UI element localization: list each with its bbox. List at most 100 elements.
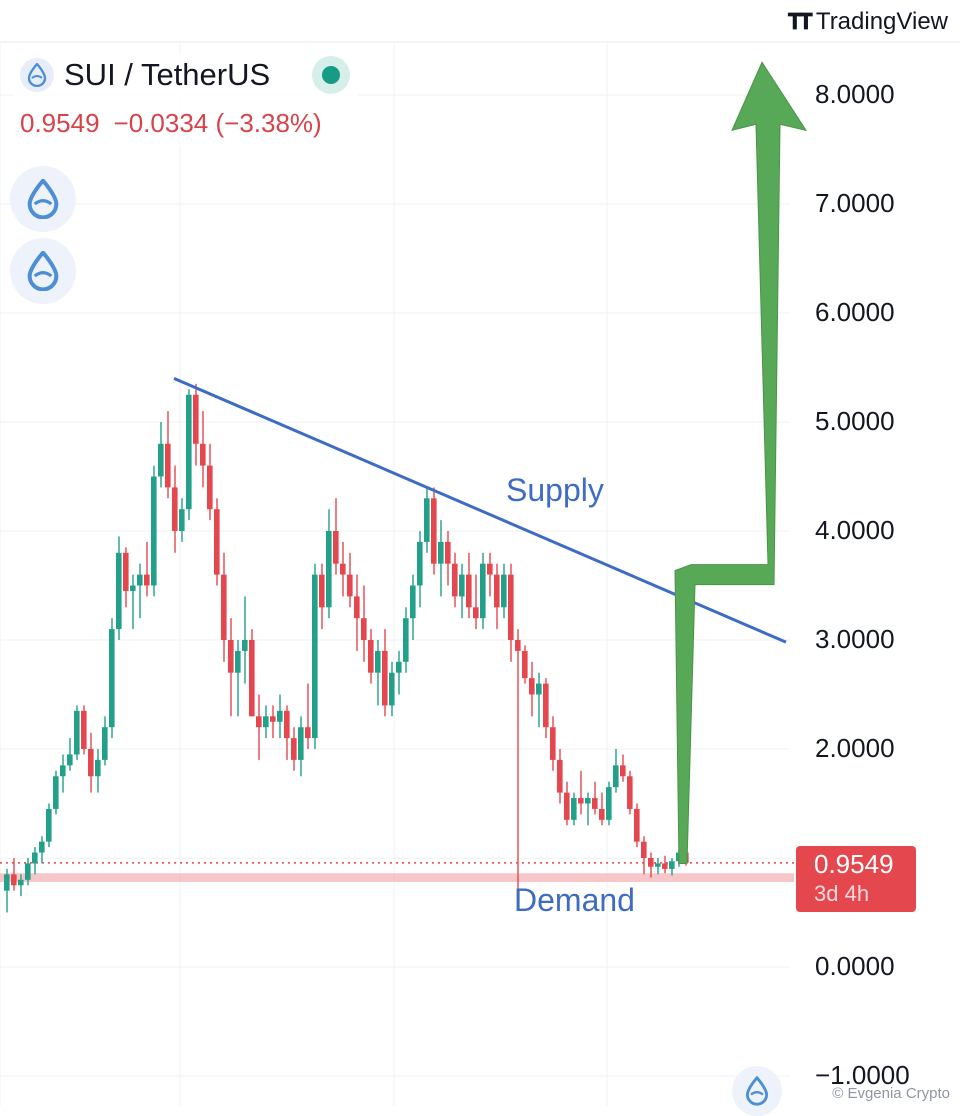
candle-body [298, 727, 304, 760]
candle-body [599, 808, 605, 820]
candle-body [291, 738, 297, 760]
candle-body [242, 640, 248, 651]
tv-logo-icon: 𝐓𝐓 [787, 9, 813, 34]
candle-body [228, 640, 234, 673]
candle-body [158, 443, 164, 477]
candle-body [319, 574, 325, 608]
candle-body [515, 640, 521, 651]
candle-body [312, 574, 318, 739]
last-price-tag: 0.9549 3d 4h [796, 846, 916, 912]
candle-body [39, 841, 45, 853]
candle-body [151, 476, 157, 586]
sui-indicator-icon[interactable] [10, 166, 76, 232]
candle-body [102, 727, 108, 760]
candle-body [53, 776, 59, 809]
candle-body [25, 863, 31, 880]
price-axis-tick: 4.0000 [815, 515, 895, 545]
candle-body [333, 531, 339, 564]
candle-body [60, 765, 66, 777]
last-price: 0.9549 [20, 108, 100, 138]
candle-body [179, 509, 185, 531]
supply-label: Supply [506, 472, 604, 508]
candle-body [578, 798, 584, 804]
candle-body [627, 776, 633, 809]
candle-body [144, 574, 150, 586]
candle-body [382, 650, 388, 706]
candle-body [81, 710, 87, 749]
sui-footer-icon[interactable] [732, 1066, 782, 1116]
price-tag-value: 0.9549 [814, 849, 894, 879]
candle-body [438, 541, 444, 564]
candle-body [431, 498, 437, 564]
candle-body [137, 574, 143, 586]
sui-coin-icon [20, 58, 54, 92]
candle-body [326, 531, 332, 608]
candle-body [193, 394, 199, 444]
candle-body [487, 563, 493, 575]
candle-body [186, 394, 192, 510]
candle-body [375, 650, 381, 673]
candle-body [592, 798, 598, 809]
sui-indicator-icon[interactable] [10, 238, 76, 304]
candle-body [67, 754, 73, 766]
candle-body [557, 759, 563, 793]
candle-body [74, 710, 80, 755]
candle-body [473, 607, 479, 619]
candle-body [109, 629, 115, 728]
candle-body [522, 650, 528, 679]
candle-body [4, 874, 10, 891]
candle-body [18, 879, 24, 886]
candle-body [529, 678, 535, 695]
candle-body [123, 552, 129, 591]
projection-arrow [674, 61, 808, 864]
candle-body [669, 861, 675, 869]
candle-body [207, 465, 213, 510]
price-axis-tick: 6.0000 [815, 297, 895, 327]
candle-body [648, 858, 654, 867]
candle-body [410, 585, 416, 619]
candle-body [662, 863, 668, 869]
candle-body [452, 563, 458, 597]
tradingview-brand[interactable]: 𝐓𝐓 TradingView [788, 8, 948, 36]
candle-body [655, 863, 661, 867]
candle-body [277, 710, 283, 722]
candle-body [249, 640, 255, 717]
candle-body [445, 541, 451, 564]
price-axis-tick: 5.0000 [815, 406, 895, 436]
candle-body [606, 787, 612, 820]
candle-body [459, 574, 465, 597]
price-axis-tick: 0.0000 [815, 951, 895, 981]
candle-body [305, 727, 311, 739]
candle-body [116, 552, 122, 630]
candle-body [585, 798, 591, 804]
candle-body [480, 563, 486, 619]
symbol-legend: SUI / TetherUS 0.9549 −0.0334 (−3.38%) [14, 52, 359, 147]
candle-body [501, 574, 507, 608]
candle-body [613, 765, 619, 788]
author-watermark: © Evgenia Crypto [832, 1085, 950, 1102]
symbol-name[interactable]: SUI / TetherUS [64, 57, 271, 92]
candle-body [172, 487, 178, 531]
candle-body [46, 808, 52, 842]
price-change-pct: (−3.38%) [215, 108, 322, 138]
market-status-icon[interactable] [312, 56, 351, 94]
candle-body [235, 650, 241, 673]
candle-body [284, 710, 290, 739]
candle-body [340, 563, 346, 575]
demand-zone [0, 873, 794, 882]
candle-body [361, 618, 367, 640]
candle-body [466, 574, 472, 608]
candle-body [550, 727, 556, 760]
candle-body [543, 683, 549, 728]
candle-body [256, 716, 262, 728]
candle-body [620, 765, 626, 777]
candle-body [536, 683, 542, 695]
candle-body [214, 509, 220, 575]
candle-body [403, 618, 409, 662]
candle-body [634, 808, 640, 842]
candle-body [508, 574, 514, 640]
candle-body [389, 672, 395, 706]
candle-body [641, 841, 647, 858]
candle-body [165, 443, 171, 488]
